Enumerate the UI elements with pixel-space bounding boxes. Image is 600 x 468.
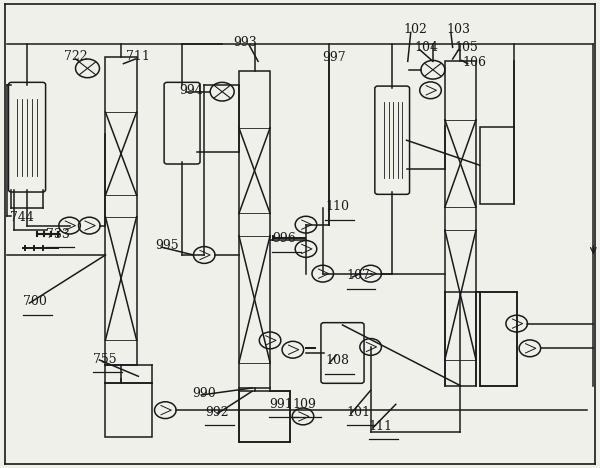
Bar [106,57,137,365]
Text: 755: 755 [94,352,117,366]
Text: 992: 992 [205,406,229,419]
Bar [479,292,517,386]
Text: 994: 994 [179,84,203,97]
Text: 997: 997 [323,51,346,64]
Text: 995: 995 [155,239,179,252]
Text: 700: 700 [23,295,47,308]
Text: 993: 993 [233,36,257,49]
Bar [239,391,290,442]
Text: 107: 107 [347,270,371,283]
Text: 990: 990 [192,387,216,400]
Text: 103: 103 [446,23,470,36]
Bar [445,61,476,386]
Text: 105: 105 [454,41,478,54]
Text: 101: 101 [347,406,371,419]
Text: 711: 711 [127,50,150,63]
Text: 108: 108 [325,354,349,367]
Text: 106: 106 [463,56,487,69]
Text: 991: 991 [269,398,293,411]
Bar [106,383,152,437]
Text: 722: 722 [64,50,87,63]
Text: 110: 110 [325,200,349,213]
Text: 102: 102 [403,23,427,36]
Text: 104: 104 [415,41,439,54]
Text: 996: 996 [272,232,296,245]
Text: 111: 111 [369,420,393,433]
Bar [479,127,514,204]
Text: 733: 733 [46,227,70,241]
Text: 744: 744 [10,211,34,224]
Bar [239,71,270,388]
Text: 109: 109 [292,398,316,411]
